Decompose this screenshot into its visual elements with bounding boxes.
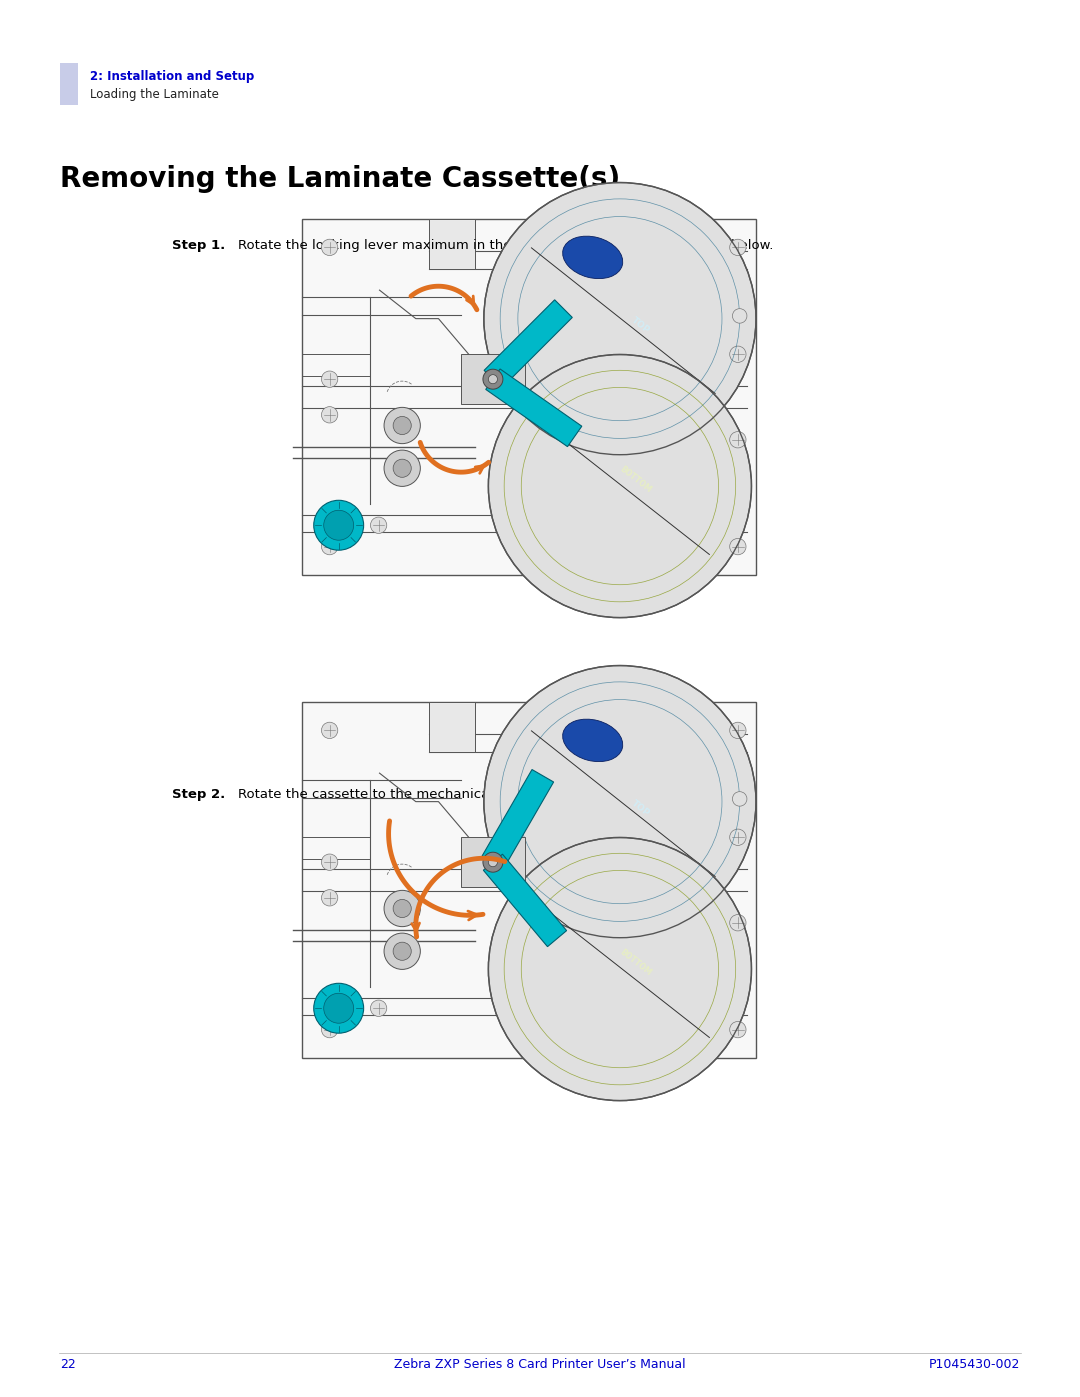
Ellipse shape <box>504 861 735 1077</box>
Circle shape <box>730 828 746 845</box>
Polygon shape <box>486 369 582 447</box>
Circle shape <box>488 858 498 866</box>
Text: Step 1.: Step 1. <box>172 239 226 251</box>
Text: Loading the Laminate: Loading the Laminate <box>90 88 219 101</box>
Circle shape <box>730 915 746 930</box>
Polygon shape <box>482 770 554 869</box>
Ellipse shape <box>494 204 732 427</box>
Circle shape <box>730 538 746 555</box>
Text: Rotate the cassette to the mechanical stop in the direction indicated below.: Rotate the cassette to the mechanical st… <box>238 788 744 802</box>
Text: Removing the Laminate Cassette(s): Removing the Laminate Cassette(s) <box>60 165 620 193</box>
Circle shape <box>483 852 503 872</box>
Circle shape <box>314 500 364 550</box>
Circle shape <box>324 993 353 1023</box>
Circle shape <box>322 1021 338 1038</box>
Circle shape <box>730 239 746 256</box>
Circle shape <box>730 722 746 739</box>
Circle shape <box>488 374 498 384</box>
Circle shape <box>370 1000 387 1017</box>
Circle shape <box>732 309 747 323</box>
Bar <box>430 701 475 752</box>
Polygon shape <box>484 300 572 388</box>
Text: TOP: TOP <box>630 316 651 335</box>
Polygon shape <box>484 854 567 947</box>
Ellipse shape <box>504 377 735 595</box>
Circle shape <box>322 372 338 387</box>
Circle shape <box>324 510 353 541</box>
Circle shape <box>483 369 503 390</box>
Circle shape <box>484 665 756 937</box>
Ellipse shape <box>494 687 732 911</box>
Text: Rotate the locking lever maximum in the direction indicated in the figure below.: Rotate the locking lever maximum in the … <box>238 239 773 251</box>
Circle shape <box>384 933 420 970</box>
Circle shape <box>732 792 747 806</box>
Circle shape <box>730 346 746 362</box>
Circle shape <box>322 890 338 907</box>
Text: BOTTOM: BOTTOM <box>618 947 653 978</box>
Circle shape <box>393 942 411 960</box>
Text: 22: 22 <box>60 1358 76 1372</box>
Ellipse shape <box>563 236 623 278</box>
Circle shape <box>393 416 411 434</box>
Circle shape <box>384 450 420 486</box>
Circle shape <box>322 722 338 739</box>
Circle shape <box>322 854 338 870</box>
Text: P1045430-002: P1045430-002 <box>929 1358 1020 1372</box>
Circle shape <box>488 838 752 1101</box>
Bar <box>302 219 756 576</box>
Text: Zebra ZXP Series 8 Card Printer User’s Manual: Zebra ZXP Series 8 Card Printer User’s M… <box>394 1358 686 1372</box>
Circle shape <box>484 183 756 454</box>
Bar <box>461 355 525 404</box>
Bar <box>302 701 756 1058</box>
Circle shape <box>314 983 364 1034</box>
Bar <box>430 219 475 268</box>
Bar <box>60 63 78 105</box>
Circle shape <box>730 1021 746 1038</box>
Circle shape <box>384 890 420 926</box>
Text: BOTTOM: BOTTOM <box>618 464 653 495</box>
Circle shape <box>488 355 752 617</box>
Text: TOP: TOP <box>630 799 651 819</box>
Circle shape <box>393 900 411 918</box>
Bar <box>461 837 525 887</box>
Circle shape <box>322 538 338 555</box>
Circle shape <box>322 239 338 256</box>
Circle shape <box>370 517 387 534</box>
Circle shape <box>393 460 411 478</box>
Text: 2: Installation and Setup: 2: Installation and Setup <box>90 70 254 82</box>
Circle shape <box>322 407 338 423</box>
Ellipse shape <box>563 719 623 761</box>
Circle shape <box>384 408 420 444</box>
Circle shape <box>730 432 746 448</box>
Text: Step 2.: Step 2. <box>172 788 226 802</box>
